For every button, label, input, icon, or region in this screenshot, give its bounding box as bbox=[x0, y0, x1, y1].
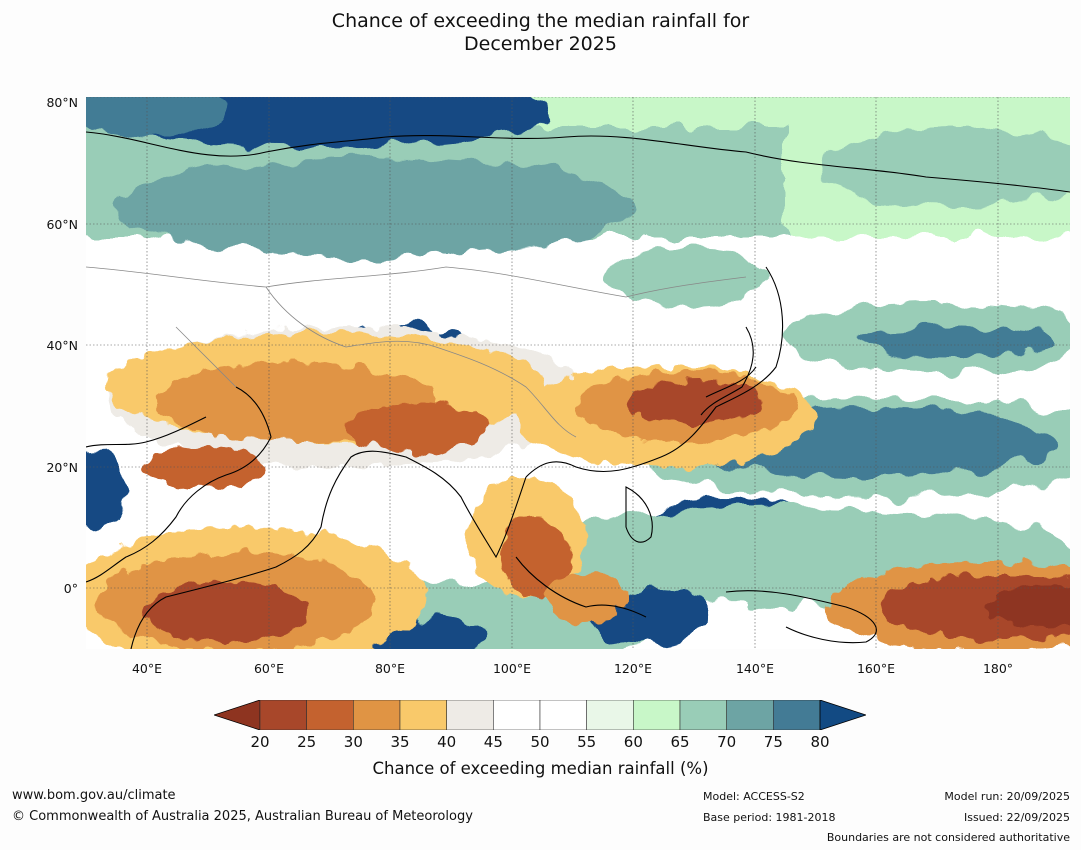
colorbar-tick-label: 40 bbox=[437, 733, 457, 751]
title-line-2: December 2025 bbox=[464, 33, 617, 55]
title-line-1: Chance of exceeding the median rainfall … bbox=[331, 10, 750, 32]
country-borders bbox=[86, 266, 747, 438]
colorbar-tick-label: 45 bbox=[483, 733, 503, 751]
lon-label-140e: 140°E bbox=[735, 661, 774, 676]
lat-label-80n: 80°N bbox=[46, 95, 78, 110]
colorbar bbox=[214, 700, 866, 730]
rainfall-map-svg bbox=[86, 97, 1070, 649]
colorbar-segment bbox=[586, 700, 634, 730]
colorbar-tick-label: 70 bbox=[717, 733, 737, 751]
lat-label-20n: 20°N bbox=[46, 460, 78, 475]
colorbar-tick-label: 20 bbox=[250, 733, 270, 751]
colorbar-segment bbox=[726, 700, 774, 730]
colorbar-segment bbox=[773, 700, 821, 730]
colorbar-under-arrow bbox=[214, 700, 261, 730]
footer-copyright: © Commonwealth of Australia 2025, Austra… bbox=[12, 809, 473, 824]
colorbar-tick-label: 80 bbox=[810, 733, 830, 751]
lat-label-40n: 40°N bbox=[46, 338, 78, 353]
graticule bbox=[86, 97, 1070, 649]
lon-label-120e: 120°E bbox=[613, 661, 652, 676]
colorbar-tick-label: 25 bbox=[297, 733, 317, 751]
colorbar-label: Chance of exceeding median rainfall (%) bbox=[372, 759, 709, 778]
chart-title: Chance of exceeding the median rainfall … bbox=[0, 10, 1081, 56]
colorbar-tick-label: 75 bbox=[763, 733, 783, 751]
footer-url[interactable]: www.bom.gov.au/climate bbox=[12, 788, 176, 803]
colorbar-segment bbox=[633, 700, 681, 730]
footer-base-period: Base period: 1981-2018 bbox=[703, 811, 836, 824]
colorbar-segment bbox=[399, 700, 447, 730]
colorbar-segment bbox=[353, 700, 401, 730]
colorbar-segment bbox=[259, 700, 307, 730]
colorbar-tick-label: 65 bbox=[670, 733, 690, 751]
colorbar-segment bbox=[306, 700, 354, 730]
footer-disclaimer: Boundaries are not considered authoritat… bbox=[826, 831, 1070, 844]
lon-label-180: 180° bbox=[982, 661, 1014, 676]
colorbar-segment bbox=[493, 700, 541, 730]
colorbar-segment bbox=[446, 700, 494, 730]
dry-anomaly-fields bbox=[86, 327, 1070, 649]
colorbar-tick-label: 35 bbox=[390, 733, 410, 751]
footer-issued: Issued: 22/09/2025 bbox=[963, 811, 1070, 824]
colorbar-tick-label: 55 bbox=[577, 733, 597, 751]
lat-label-0: 0° bbox=[63, 581, 78, 596]
lon-label-160e: 160°E bbox=[856, 661, 895, 676]
colorbar-tick-label: 60 bbox=[623, 733, 643, 751]
footer-model: Model: ACCESS-S2 bbox=[703, 790, 805, 803]
lon-label-40e: 40°E bbox=[131, 661, 163, 676]
colorbar-tick-label: 30 bbox=[343, 733, 363, 751]
lon-label-100e: 100°E bbox=[492, 661, 531, 676]
lat-label-60n: 60°N bbox=[46, 217, 78, 232]
rainfall-map bbox=[86, 97, 1070, 649]
colorbar-over-arrow bbox=[819, 700, 866, 730]
footer-model-run: Model run: 20/09/2025 bbox=[944, 790, 1070, 803]
coastlines bbox=[86, 131, 1070, 649]
colorbar-segment bbox=[539, 700, 587, 730]
colorbar-tick-label: 50 bbox=[530, 733, 550, 751]
colorbar-segment bbox=[679, 700, 727, 730]
lon-label-60e: 60°E bbox=[253, 661, 285, 676]
lon-label-80e: 80°E bbox=[374, 661, 406, 676]
